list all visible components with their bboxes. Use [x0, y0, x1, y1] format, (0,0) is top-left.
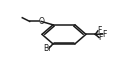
Text: O: O [38, 17, 44, 26]
Text: F: F [97, 26, 102, 35]
Text: F: F [102, 30, 107, 38]
Text: Br: Br [43, 44, 51, 53]
Text: F: F [99, 33, 103, 42]
